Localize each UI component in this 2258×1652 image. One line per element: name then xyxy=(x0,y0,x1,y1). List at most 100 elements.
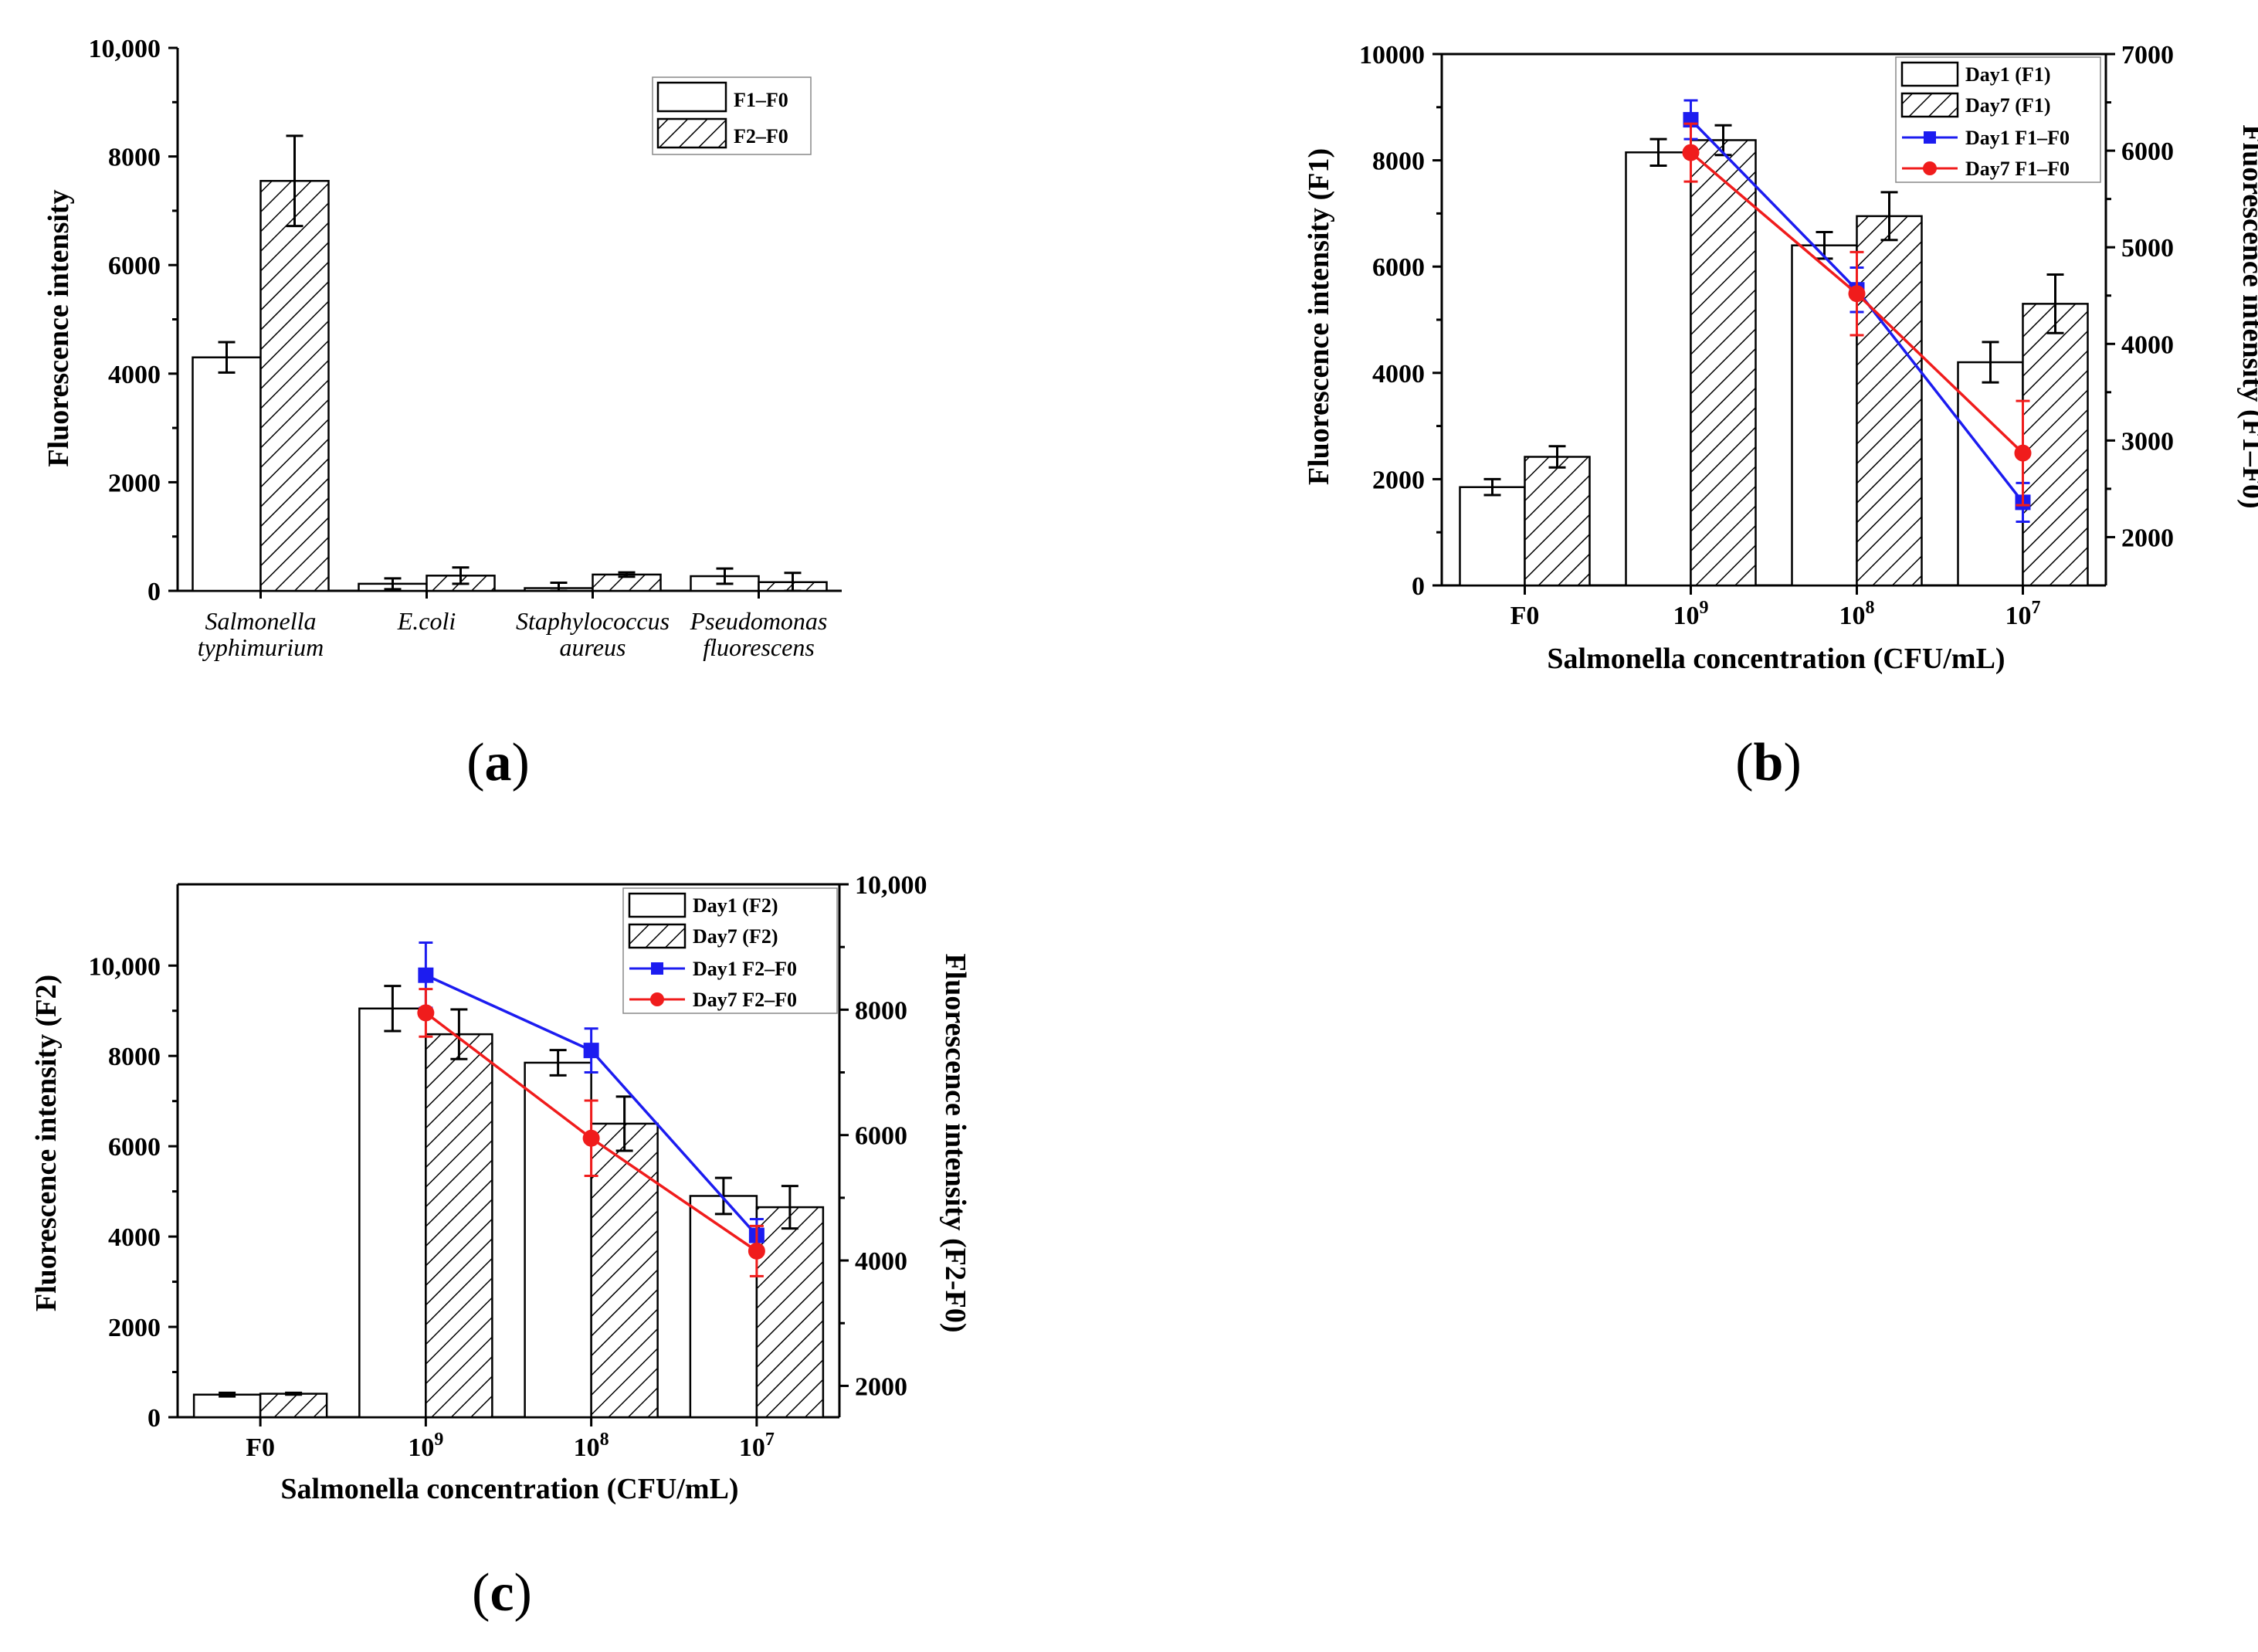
panel-a-bar-f2 xyxy=(259,179,330,592)
panel-a-y-tick-label: 4000 xyxy=(108,361,161,389)
panel-b-x-tick-exponent: 9 xyxy=(1700,598,1709,618)
panel-b-label: (b) xyxy=(1735,733,1802,792)
panel-c-y-right-tick-label: 6000 xyxy=(855,1122,907,1151)
panel-b-legend-line-day1-label: Day1 F1–F0 xyxy=(1965,127,2070,149)
panel-b-y-tick-label: 8000 xyxy=(1372,148,1425,176)
panel-b-y-tick-label: 2000 xyxy=(1372,466,1425,494)
panel-c-y-right-tick-label: 10,000 xyxy=(855,871,927,900)
panel-c: 0 2000 4000 6000 8000 10,000 2000 4000 6000 8000 1… xyxy=(30,871,971,1623)
panel-b-bar-day1 xyxy=(1791,244,1858,587)
panel-b-y-axis-right-label: Fluorescence intensity (F1–F0) xyxy=(2236,124,2258,508)
panel-a-x-tick-label: aureus xyxy=(560,633,626,661)
panel-b-x-tick-exponent: 8 xyxy=(1866,598,1875,618)
panel-c-legend-line-day1-marker xyxy=(651,962,663,975)
panel-c-x-tick-label: F0 xyxy=(246,1433,275,1462)
panel-a-y-tick-label: 10,000 xyxy=(89,35,161,63)
panel-b-x-tick-label: 107 xyxy=(2005,598,2041,630)
panel-b-legend-line-day1-marker xyxy=(1924,131,1936,144)
panel-a-bar-f1 xyxy=(192,356,262,592)
panel-c-y-right-tick-label: 8000 xyxy=(855,996,907,1025)
panel-b-bar-day7 xyxy=(1524,456,1591,587)
panel-b-point-day7 xyxy=(2014,444,2032,462)
panel-c-y-right-tick-label: 2000 xyxy=(855,1372,907,1401)
panel-b-y-right-tick-label: 3000 xyxy=(2121,427,2174,456)
panel-c-letter: c xyxy=(490,1563,514,1623)
panel-b-y-right-tick-label: 7000 xyxy=(2121,41,2174,70)
panel-b-legend-bar-day1-swatch xyxy=(1900,61,1959,87)
panel-c-y-tick-label: 4000 xyxy=(108,1223,161,1252)
panel-c-y-right-tick-label: 4000 xyxy=(855,1247,907,1276)
panel-c-y-tick-label: 10,000 xyxy=(89,952,161,981)
panel-c-point-day1 xyxy=(418,967,434,983)
panel-b-y-right-tick-label: 5000 xyxy=(2121,234,2174,263)
panel-a-legend: F1–F0 F2–F0 xyxy=(652,76,812,155)
panel-c-x-axis-label: Salmonella concentration (CFU/mL) xyxy=(280,1473,738,1505)
panel-b-bar-day1 xyxy=(1625,151,1692,587)
panel-b-y-right-tick-label: 4000 xyxy=(2121,331,2174,359)
panel-b-y-tick-label: 0 xyxy=(1412,572,1425,601)
panel-c-x-tick-label: 107 xyxy=(739,1430,775,1462)
panel-c-plot: 0 2000 4000 6000 8000 10,000 2000 4000 6000 8000 1… xyxy=(89,871,927,1462)
panel-a-y-axis-label: Fluorescence intensity xyxy=(42,189,75,466)
panel-b-letter: b xyxy=(1754,733,1784,792)
panel-a-legend-f2-swatch xyxy=(656,117,727,149)
panel-c-x-tick-exponent: 7 xyxy=(765,1430,775,1450)
panel-a-label: (a) xyxy=(466,733,530,792)
panel-a-legend-f1-label: F1–F0 xyxy=(734,89,788,111)
panel-b-y-axis-label: Fluorescence intensity (F1) xyxy=(1303,148,1335,485)
panel-b-plot: 0 2000 4000 6000 8000 10000 2000 3000 4000 5000 60… xyxy=(1359,41,2174,630)
panel-b-legend-bar-day7-swatch xyxy=(1900,92,1959,118)
panel-c-point-day7 xyxy=(582,1129,600,1147)
panel-c-label: (c) xyxy=(472,1563,532,1623)
panel-b-bar-day1 xyxy=(1957,361,2024,587)
panel-a-y-tick-label: 0 xyxy=(147,578,161,606)
panel-c-bar-day1 xyxy=(358,1007,427,1419)
panel-c-x-tick-label: 108 xyxy=(574,1430,609,1462)
panel-b-y-right-tick-label: 2000 xyxy=(2121,524,2174,552)
panel-c-legend-line-day7-marker xyxy=(650,992,664,1006)
panel-c-x-tick-exponent: 8 xyxy=(600,1430,609,1450)
panel-a: 0 2000 4000 6000 8000 10,000 Salmonellatyphimu… xyxy=(42,35,842,792)
panel-b-legend-line-day7-label: Day7 F1–F0 xyxy=(1965,158,2070,180)
panel-a-plot: 0 2000 4000 6000 8000 10,000 Salmonellatyphimu… xyxy=(89,35,842,661)
panel-c-bar-day1 xyxy=(192,1393,262,1419)
panel-b-legend-bar-day7-label: Day7 (F1) xyxy=(1965,94,2050,117)
panel-b-x-tick-label: F0 xyxy=(1510,602,1540,630)
panel-b-bar-day1 xyxy=(1459,486,1526,587)
panel-b-bar-day7 xyxy=(1856,215,1923,587)
panel-c-bar-day1 xyxy=(524,1061,592,1419)
panel-c-y-axis-label: Fluorescence intensity (F2) xyxy=(30,975,63,1311)
panel-c-x-tick-exponent: 9 xyxy=(434,1430,443,1450)
panel-b-y-tick-label: 6000 xyxy=(1372,253,1425,282)
panel-b-y-tick-label: 4000 xyxy=(1372,360,1425,388)
panel-c-point-day7 xyxy=(417,1004,435,1022)
panel-b-point-day7 xyxy=(1682,144,1700,161)
panel-b-legend: Day1 (F1) Day7 (F1) Day1 F1–F0 Day7 F1–F0 xyxy=(1895,56,2101,183)
panel-a-x-tick-label: Staphylococcus xyxy=(516,607,670,635)
panel-c-bar-day7 xyxy=(755,1206,825,1419)
panel-b-legend-bar-day1-label: Day1 (F1) xyxy=(1965,63,2050,86)
panel-b-x-axis-label: Salmonella concentration (CFU/mL) xyxy=(1547,643,2005,675)
panel-b-legend-line-day7-marker xyxy=(1923,161,1937,175)
panel-a-x-tick-label: typhimurium xyxy=(198,633,324,661)
panel-c-y-tick-label: 6000 xyxy=(108,1133,161,1162)
panel-b-bar-day7 xyxy=(1690,139,1757,587)
panel-a-legend-f1-swatch xyxy=(656,81,727,113)
panel-c-bar-day7 xyxy=(590,1122,659,1419)
panel-c-bar-day7 xyxy=(259,1392,328,1419)
panel-b-point-day7 xyxy=(1848,285,1866,303)
panel-c-y-tick-label: 2000 xyxy=(108,1314,161,1342)
panel-c-bar-day7 xyxy=(425,1033,493,1419)
panel-b-x-tick-label: 108 xyxy=(1839,598,1875,630)
panel-a-x-tick-label: Salmonella xyxy=(205,607,317,635)
panel-c-legend: Day1 (F2) Day7 (F2) Day1 F2–F0 Day7 F2–F0 xyxy=(622,887,838,1014)
panel-c-legend-bar-day1-swatch xyxy=(628,892,687,918)
panel-c-y-tick-label: 8000 xyxy=(108,1043,161,1071)
panel-b-y-tick-label: 10000 xyxy=(1359,41,1425,70)
panel-a-legend-f2-label: F2–F0 xyxy=(734,125,788,148)
panel-c-legend-bar-day1-label: Day1 (F2) xyxy=(693,894,778,917)
panel-a-x-tick-label: E.coli xyxy=(397,607,456,635)
panel-c-y-tick-label: 0 xyxy=(147,1404,161,1433)
panel-b-bar-day7 xyxy=(2022,303,2089,587)
